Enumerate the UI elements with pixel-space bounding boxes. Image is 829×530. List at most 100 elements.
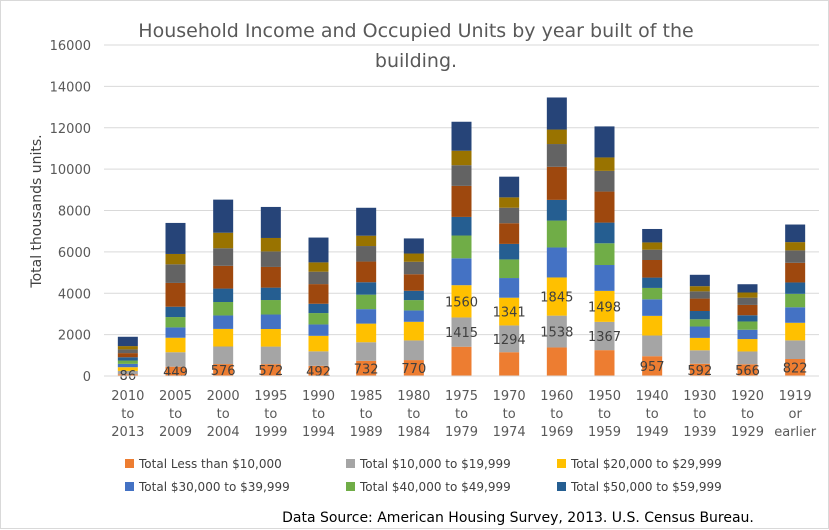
bar-segment [737,297,758,305]
bar-segment [546,277,567,316]
bar-segment [308,351,329,366]
x-category-label: 2013 [111,425,144,440]
bar-segment [403,360,424,376]
bar-segment [356,323,377,343]
x-category-label: 1980 [397,389,430,404]
bar-segment [642,242,663,250]
x-category-label: 1994 [302,425,335,440]
data-label: 576 [211,364,236,379]
bar-segment [499,352,520,376]
bar-segment [737,304,758,316]
bar-segment [642,356,663,376]
data-label: 957 [640,360,665,375]
x-category-label: to [264,407,277,422]
bar-segment [785,282,806,294]
bar-segment [117,374,138,376]
bar-segment [499,197,520,208]
chart-title-line-2: building. [375,50,457,72]
bar-segment [785,307,806,323]
bar-segment [689,326,710,338]
bar-segment [165,366,186,376]
bar-segment [642,287,663,300]
y-tick-label: 4000 [58,287,91,302]
bar-segment [594,350,615,376]
bar-segment [737,284,758,293]
bar-segment [546,129,567,145]
bar-segment [689,286,710,292]
bar-segment [356,360,377,376]
x-category-label: 1920 [731,389,764,404]
bar-segment [308,324,329,336]
bar-segment [737,315,758,322]
bar-segment [642,335,663,357]
bar-segment [213,199,234,233]
bar-segment [594,321,615,351]
bar-segment [451,258,472,286]
bar-segment [737,364,758,376]
bar-segment [642,315,663,336]
x-category-label: to [169,407,182,422]
bar-segment [689,291,710,299]
bar-segment [546,97,567,130]
bar-segment [403,253,424,262]
y-axis-title: Total thousands units. [29,134,45,288]
bar-segment [117,336,138,347]
data-label: 1560 [445,295,478,310]
bar-segment [213,328,234,347]
bar-segment [546,220,567,248]
x-category-label: 1995 [254,389,287,404]
x-category-label: 1984 [397,425,430,440]
y-tick-label: 8000 [58,205,91,220]
bar-segment [642,277,663,288]
bar-segment [451,185,472,217]
bar-segment [117,349,138,354]
bar-segment [403,274,424,291]
bar-segment [785,322,806,341]
x-category-label: 2004 [207,425,240,440]
bar-segment [689,350,710,364]
x-category-label: 1929 [731,425,764,440]
bar-segment [642,260,663,278]
bar-segment [546,144,567,167]
data-source-note: Data Source: American Housing Survey, 20… [282,510,754,526]
x-category-label: 1960 [540,389,573,404]
bar-segment [689,337,710,351]
bar-segment [403,290,424,301]
y-tick-label: 16000 [50,39,91,54]
bar-segment [356,235,377,247]
bar-segment [785,293,806,308]
legend-label: Total $10,000 to $19,999 [359,457,511,471]
data-label: 1415 [445,326,478,341]
data-label: 770 [401,362,426,377]
bar-segment [594,126,615,158]
bar-segment [308,237,329,263]
bar-segment [499,259,520,279]
bar-segment [451,235,472,259]
bar-segment [117,360,138,364]
bar-segment [308,335,329,352]
bar-segment [213,364,234,376]
bar-segment [594,222,615,244]
legend-label: Total $50,000 to $59,999 [570,480,722,494]
x-category-label: 1974 [493,425,526,440]
x-category-label: 1959 [588,425,621,440]
x-category-label: to [360,407,373,422]
bar-segment [165,253,186,265]
bar-segment [213,248,234,266]
x-category-label: to [693,407,706,422]
bar-segment [737,351,758,365]
x-category-label: 1979 [445,425,478,440]
x-category-label: 1950 [588,389,621,404]
bar-segment [260,314,281,329]
x-category-label: 2005 [159,389,192,404]
x-category-label: to [646,407,659,422]
bar-segment [594,243,615,266]
x-category-label: to [455,407,468,422]
x-category-label: to [741,407,754,422]
legend-swatch [125,459,134,468]
data-label: 572 [258,364,283,379]
bar-segment [499,207,520,224]
bar-segment [117,370,138,375]
